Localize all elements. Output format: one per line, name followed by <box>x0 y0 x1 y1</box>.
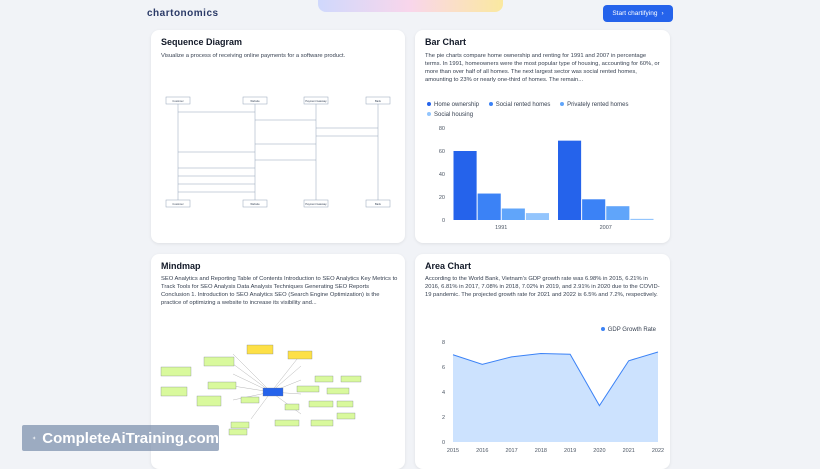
participant-label: Website <box>250 202 260 206</box>
card-title: Bar Chart <box>425 37 467 47</box>
bar <box>558 140 582 220</box>
y-tick-label: 0 <box>442 440 445 446</box>
participant-label: Bank <box>375 99 382 103</box>
y-tick-label: 80 <box>439 126 445 132</box>
card-title: Mindmap <box>161 261 201 271</box>
bar <box>525 213 549 220</box>
y-tick-label: 6 <box>442 365 445 371</box>
card-description: The pie charts compare home ownership an… <box>425 53 660 83</box>
card-title: Area Chart <box>425 261 472 271</box>
sequence-diagram-card[interactable]: Sequence Diagram Visualize a process of … <box>151 30 405 243</box>
area-fill <box>453 352 658 442</box>
watermark: CompleteAiTraining.com <box>22 425 219 451</box>
x-tick-label: 2019 <box>564 448 576 454</box>
bar-chart-card[interactable]: Bar Chart The pie charts compare home ow… <box>415 30 670 243</box>
y-tick-label: 60 <box>439 149 445 155</box>
x-tick-label: 2022 <box>652 448 664 454</box>
y-tick-label: 2 <box>442 415 445 421</box>
card-title: Sequence Diagram <box>161 37 243 47</box>
x-tick-label: 1991 <box>495 225 507 231</box>
bar-chart: 80 60 40 20 0 1991 2007 <box>439 126 654 231</box>
watermark-text: CompleteAiTraining.com <box>42 429 219 447</box>
bar <box>501 208 525 220</box>
card-description: SEO Analytics and Reporting Table of Con… <box>161 276 398 306</box>
x-tick-label: 2015 <box>447 448 459 454</box>
x-tick-label: 2016 <box>476 448 488 454</box>
x-tick-label: 2021 <box>623 448 635 454</box>
area-chart-card[interactable]: Area Chart According to the World Bank, … <box>415 254 670 469</box>
participant-label: Payment Gateway <box>305 202 327 206</box>
mindmap-card[interactable]: Mindmap SEO Analytics and Reporting Tabl… <box>151 254 405 469</box>
bar-legend: Home ownership Social rented homes Priva… <box>427 100 652 120</box>
sparkle-icon <box>32 436 37 440</box>
bar <box>453 151 477 220</box>
legend-item: Privately rented homes <box>560 100 628 110</box>
bar <box>606 206 630 220</box>
mindmap-diagram <box>160 344 362 436</box>
x-tick-label: 2007 <box>600 225 612 231</box>
participant-label: Website <box>250 99 260 103</box>
logo[interactable]: chartonomics <box>147 8 219 19</box>
participant-label: Payment Gateway <box>305 99 327 103</box>
y-tick-label: 40 <box>439 172 445 178</box>
start-chartifying-button[interactable]: Start chartifying › <box>603 5 673 22</box>
y-tick-label: 4 <box>442 390 445 396</box>
card-description: Visualize a process of receiving online … <box>161 53 346 59</box>
legend-item: Social housing <box>427 110 473 120</box>
area-line <box>452 351 659 407</box>
x-tick-label: 2020 <box>593 448 605 454</box>
x-tick-label: 2018 <box>535 448 547 454</box>
start-button-label: Start chartifying <box>612 10 658 17</box>
y-tick-label: 0 <box>442 218 445 224</box>
bar <box>582 199 606 220</box>
y-tick-label: 8 <box>442 340 445 346</box>
legend-item: GDP Growth Rate <box>600 325 656 335</box>
participant-label: Customer <box>172 99 183 103</box>
sequence-diagram: Customer Website Payment Gateway Bank Cu… <box>165 96 391 208</box>
legend-item: Home ownership <box>427 100 479 110</box>
bar <box>630 218 654 220</box>
top-bar: chartonomics Start chartifying › <box>0 0 820 28</box>
y-tick-label: 20 <box>439 195 445 201</box>
bar <box>477 193 501 220</box>
participant-label: Bank <box>375 202 382 206</box>
participant-label: Customer <box>172 202 183 206</box>
card-description: According to the World Bank, Vietnam's G… <box>425 276 660 298</box>
hero-glow <box>318 0 503 12</box>
chevron-right-icon: › <box>661 10 664 17</box>
area-legend: GDP Growth Rate <box>600 325 656 335</box>
legend-item: Social rented homes <box>488 100 550 110</box>
x-tick-label: 2017 <box>505 448 517 454</box>
